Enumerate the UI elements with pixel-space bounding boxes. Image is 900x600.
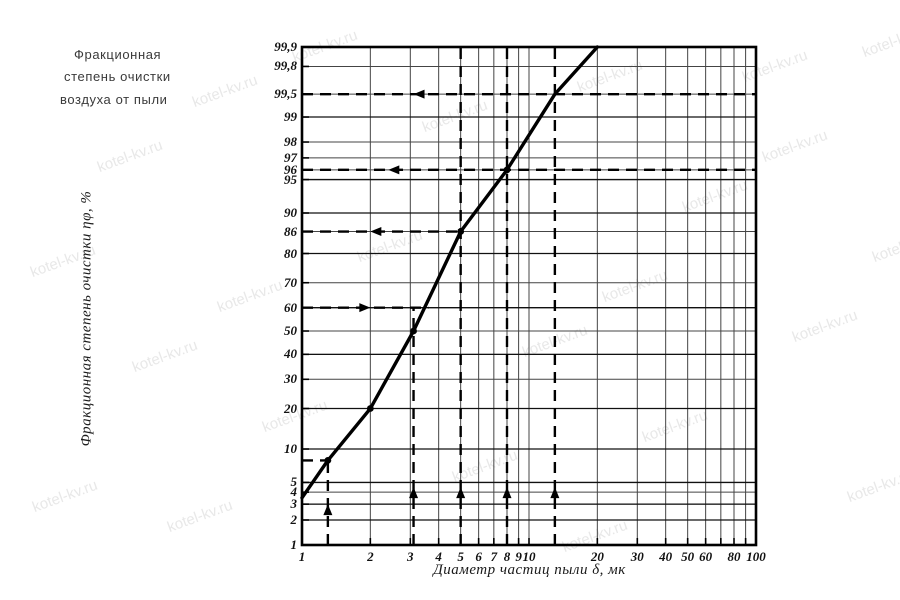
y-tick-label: 99,5 [274, 86, 297, 102]
arrowhead-v-line-8 [502, 487, 512, 499]
x-tick-label: 100 [746, 549, 766, 564]
y-tick-label: 60 [284, 299, 297, 315]
arrowhead-v-line-5 [456, 487, 466, 499]
arrowhead-v-line-13 [550, 487, 560, 499]
data-point-marker [503, 166, 511, 174]
x-tick-label: 8 [503, 549, 511, 564]
x-tick-label: 50 [681, 549, 695, 564]
data-point-marker [410, 327, 417, 335]
x-tick-label: 4 [435, 549, 442, 564]
y-tick-label: 90 [284, 205, 297, 220]
data-point-marker [324, 456, 332, 464]
arrowhead-v-line-3.1 [409, 487, 419, 499]
x-tick-label: 20 [590, 549, 604, 564]
y-tick-label: 40 [284, 346, 297, 362]
arrowhead-h-line-96 [388, 165, 400, 175]
x-tick-label: 9 [515, 549, 522, 564]
x-tick-label: 7 [490, 549, 498, 564]
y-tick-label: 96 [284, 161, 297, 177]
x-tick-label: 6 [475, 549, 482, 564]
y-tick-label: 2 [290, 511, 298, 527]
x-tick-label: 1 [298, 549, 306, 564]
chart-caption: Фракционная степень очистки воздуха от п… [60, 44, 250, 111]
y-tick-label: 99,9 [274, 39, 297, 54]
y-tick-label: 80 [284, 245, 297, 261]
x-tick-label: 3 [407, 549, 414, 564]
y-tick-label: 99,8 [274, 58, 297, 74]
x-axis-title: Диаметр частиц пыли δ, мк [433, 562, 626, 578]
x-tick-label: 40 [659, 549, 673, 564]
y-tick-label: 99 [284, 109, 297, 125]
y-tick-label: 1 [290, 537, 298, 552]
arrowhead-h-line-60 [359, 303, 371, 313]
y-tick-label: 30 [284, 371, 297, 387]
y-tick-label: 5 [290, 474, 298, 490]
y-tick-label: 20 [284, 400, 297, 416]
y-tick-label: 70 [284, 274, 297, 290]
y-tick-label: 98 [284, 134, 297, 150]
y-tick-label: 95 [284, 171, 297, 187]
data-line-fractional-efficiency [300, 45, 600, 500]
x-tick-label: 2 [367, 549, 374, 564]
x-tick-label: 5 [457, 549, 464, 564]
arrowhead-h-line-99.5 [413, 89, 425, 99]
x-tick-label: 60 [699, 549, 713, 564]
x-tick-label: 80 [727, 549, 741, 564]
y-tick-label: 86 [284, 223, 297, 239]
data-point-marker [457, 228, 465, 235]
arrowhead-v-line-1.3 [323, 504, 333, 516]
data-point-marker [366, 405, 374, 412]
caption-line-3: воздуха от пыли [60, 91, 168, 107]
x-tick-label: 30 [630, 549, 644, 564]
x-tick-label: 10 [522, 549, 536, 564]
y-tick-label: 4 [290, 484, 298, 500]
caption-line-2: степень очистки [64, 69, 171, 85]
y-tick-label: 50 [284, 323, 297, 338]
y-tick-label: 3 [290, 496, 298, 512]
y-tick-label: 97 [284, 149, 297, 165]
arrowhead-h-line-86 [370, 227, 382, 237]
caption-line-1: Фракционная [74, 47, 162, 62]
y-tick-label: 10 [284, 441, 297, 457]
